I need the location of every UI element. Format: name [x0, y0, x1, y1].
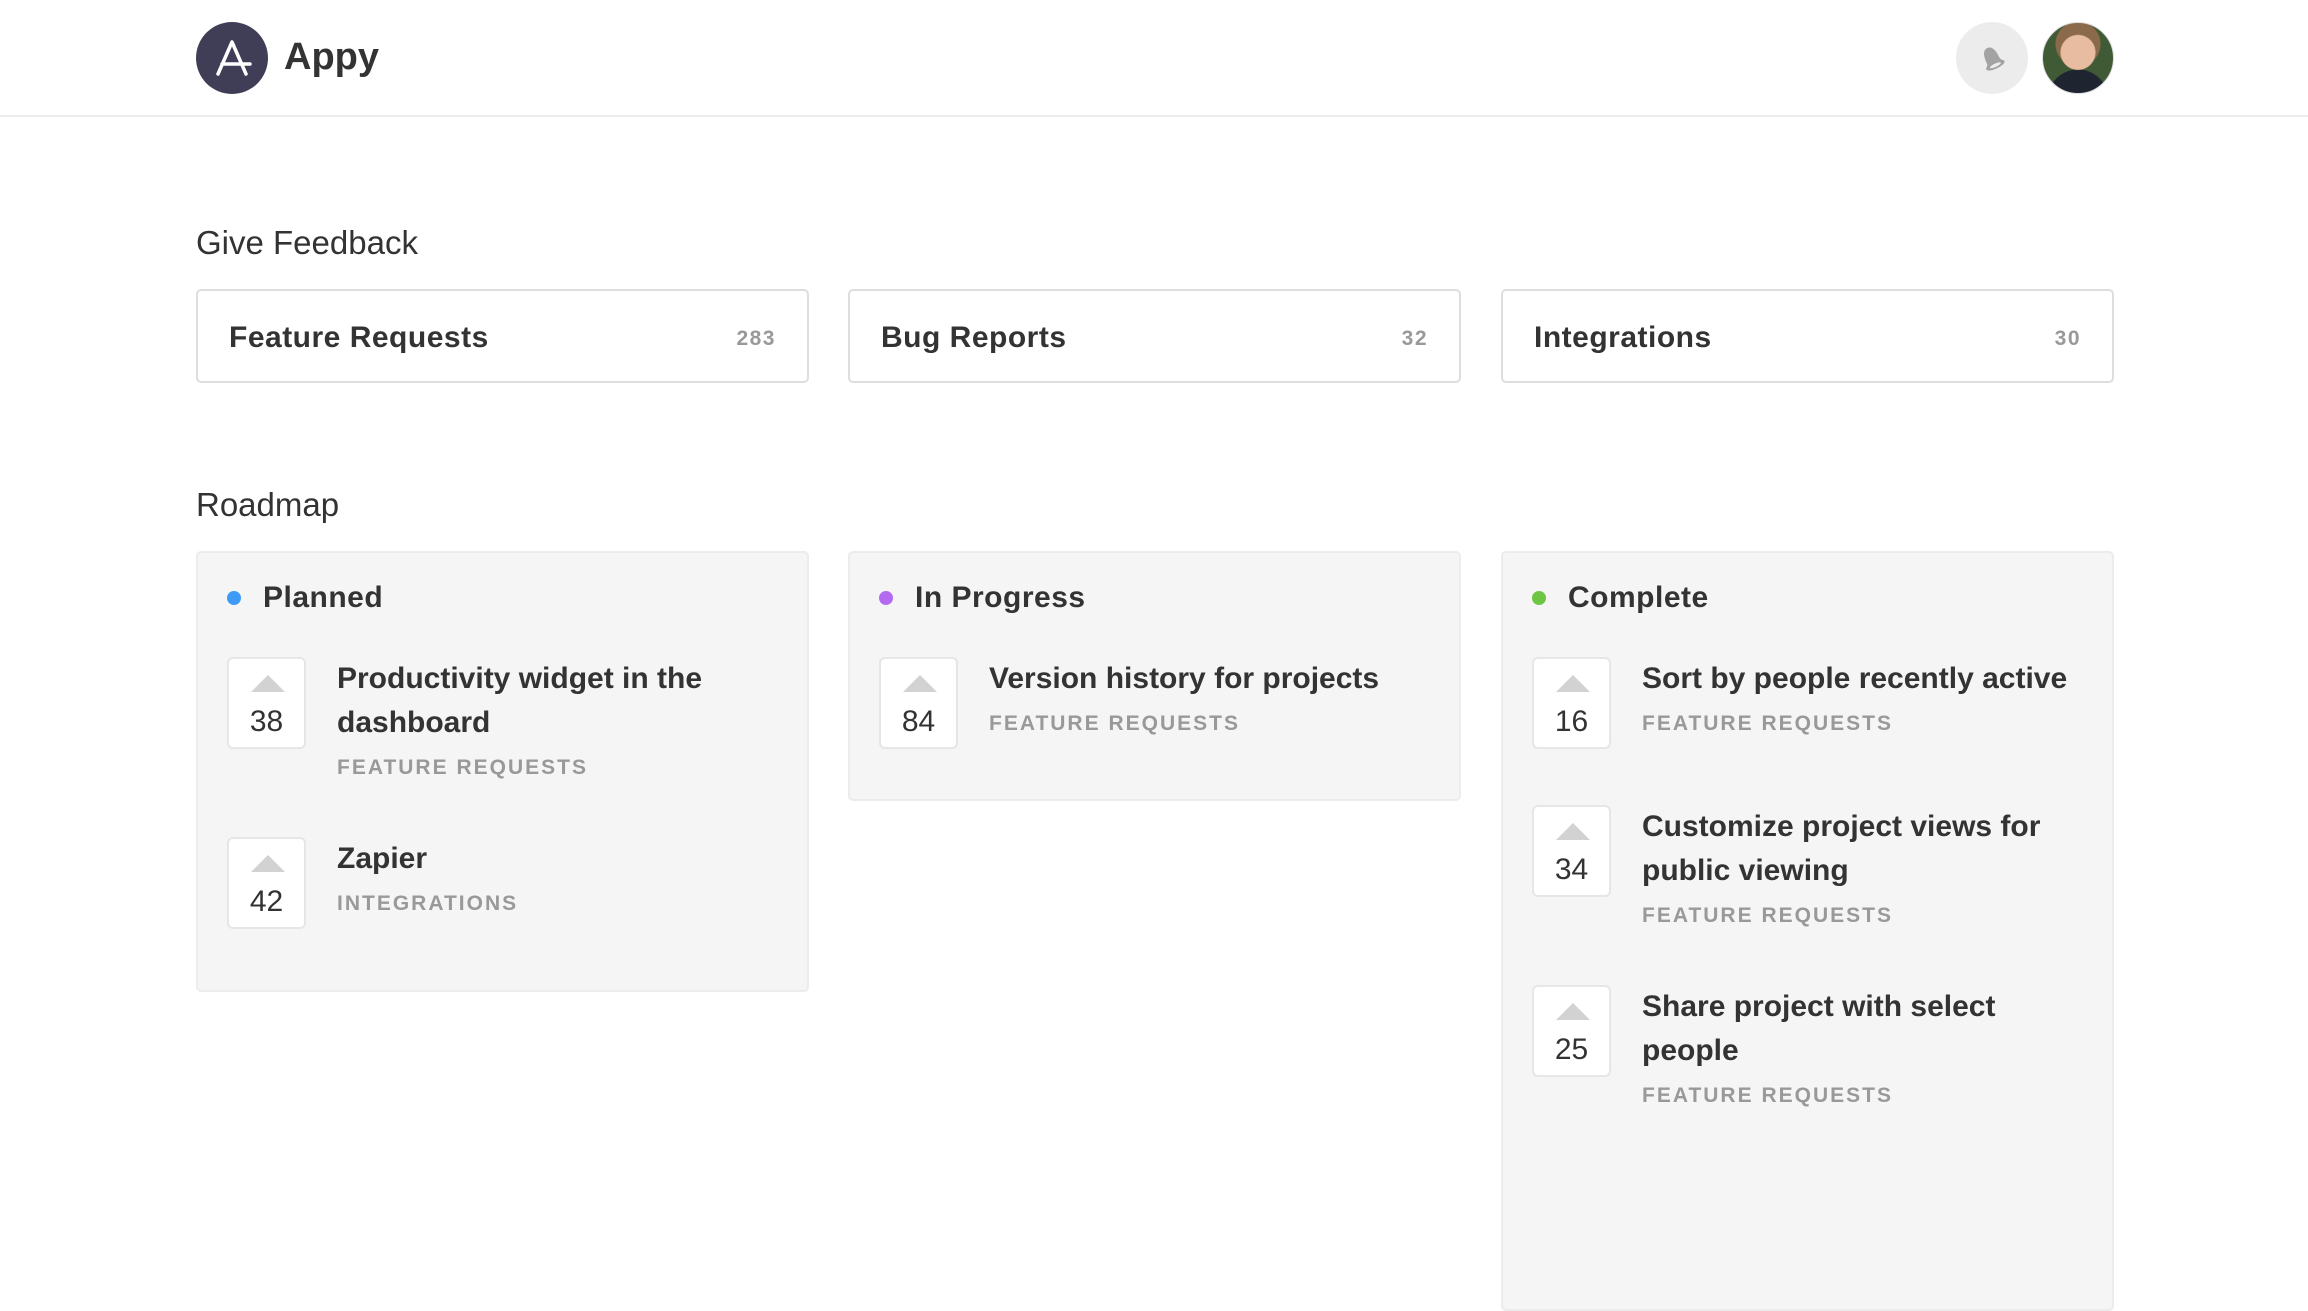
vote-count: 34	[1554, 853, 1589, 886]
item-category: FEATURE REQUESTS	[337, 756, 588, 779]
logo-a-icon	[216, 40, 252, 76]
give-feedback-heading: Give Feedback	[196, 224, 418, 261]
upvote-arrow-icon	[1556, 1003, 1590, 1020]
top-header: Appy	[0, 0, 2308, 117]
item-category: FEATURE REQUESTS	[1642, 1084, 1893, 1107]
roadmap-heading: Roadmap	[196, 486, 340, 523]
item-title[interactable]: Sort by people recently active	[1642, 662, 2068, 695]
roadmap-column-in-progress: In Progress 84 Version history for proje…	[848, 551, 1461, 801]
upvote-arrow-icon	[251, 855, 285, 872]
notifications-button[interactable]	[1956, 22, 2028, 94]
item-title[interactable]: Version history for projects	[989, 662, 1380, 695]
item-title[interactable]: Productivity widget in the dashboard	[337, 662, 703, 739]
upvote-arrow-icon	[1556, 675, 1590, 692]
board-label: Feature Requests	[229, 321, 489, 354]
board-count: 30	[2054, 327, 2081, 350]
roadmap-item[interactable]: 25 Share project with select people FEAT…	[1532, 985, 2092, 1109]
roadmap-column-complete: Complete 16 Sort by people recently acti…	[1501, 551, 2114, 1311]
user-avatar[interactable]	[2042, 22, 2114, 94]
status-dot-icon	[1532, 591, 1546, 605]
upvote-arrow-icon	[1556, 823, 1590, 840]
upvote-button[interactable]: 42	[227, 837, 306, 929]
board-bug-reports[interactable]: Bug Reports 32	[848, 289, 1461, 383]
column-header: Planned	[227, 581, 383, 615]
roadmap-item[interactable]: 38 Productivity widget in the dashboard …	[227, 657, 787, 781]
upvote-button[interactable]: 84	[879, 657, 958, 749]
roadmap-item[interactable]: 84 Version history for projects FEATURE …	[879, 657, 1439, 749]
roadmap-item[interactable]: 34 Customize project views for public vi…	[1532, 805, 2092, 929]
upvote-button[interactable]: 25	[1532, 985, 1611, 1077]
app-name[interactable]: Appy	[284, 36, 379, 78]
item-category: FEATURE REQUESTS	[1642, 904, 1893, 927]
column-title: Planned	[263, 581, 384, 614]
item-category: INTEGRATIONS	[337, 892, 519, 915]
upvote-button[interactable]: 34	[1532, 805, 1611, 897]
item-category: FEATURE REQUESTS	[989, 712, 1240, 735]
vote-count: 25	[1554, 1033, 1589, 1066]
item-title[interactable]: Share project with select people	[1642, 990, 1996, 1067]
board-count: 283	[736, 327, 776, 350]
board-count: 32	[1401, 327, 1428, 350]
vote-count: 38	[249, 705, 284, 738]
upvote-button[interactable]: 38	[227, 657, 306, 749]
upvote-button[interactable]: 16	[1532, 657, 1611, 749]
vote-count: 16	[1554, 705, 1589, 738]
status-dot-icon	[227, 591, 241, 605]
upvote-arrow-icon	[251, 675, 285, 692]
bell-icon	[1984, 47, 2005, 71]
column-title: Complete	[1568, 581, 1709, 614]
item-title[interactable]: Customize project views for public viewi…	[1642, 810, 2041, 887]
board-label: Integrations	[1534, 321, 1712, 354]
board-feature-requests[interactable]: Feature Requests 283	[196, 289, 809, 383]
board-label: Bug Reports	[881, 321, 1067, 354]
item-title[interactable]: Zapier	[337, 842, 428, 875]
item-category: FEATURE REQUESTS	[1642, 712, 1893, 735]
upvote-arrow-icon	[903, 675, 937, 692]
roadmap-column-planned: Planned 38 Productivity widget in the da…	[196, 551, 809, 992]
column-header: In Progress	[879, 581, 1086, 615]
roadmap-item[interactable]: 16 Sort by people recently active FEATUR…	[1532, 657, 2092, 749]
vote-count: 42	[249, 885, 284, 918]
status-dot-icon	[879, 591, 893, 605]
column-title: In Progress	[915, 581, 1086, 614]
vote-count: 84	[901, 705, 936, 738]
column-header: Complete	[1532, 581, 1709, 615]
board-integrations[interactable]: Integrations 30	[1501, 289, 2114, 383]
roadmap-item[interactable]: 42 Zapier INTEGRATIONS	[227, 837, 787, 929]
app-logo[interactable]	[196, 22, 268, 94]
